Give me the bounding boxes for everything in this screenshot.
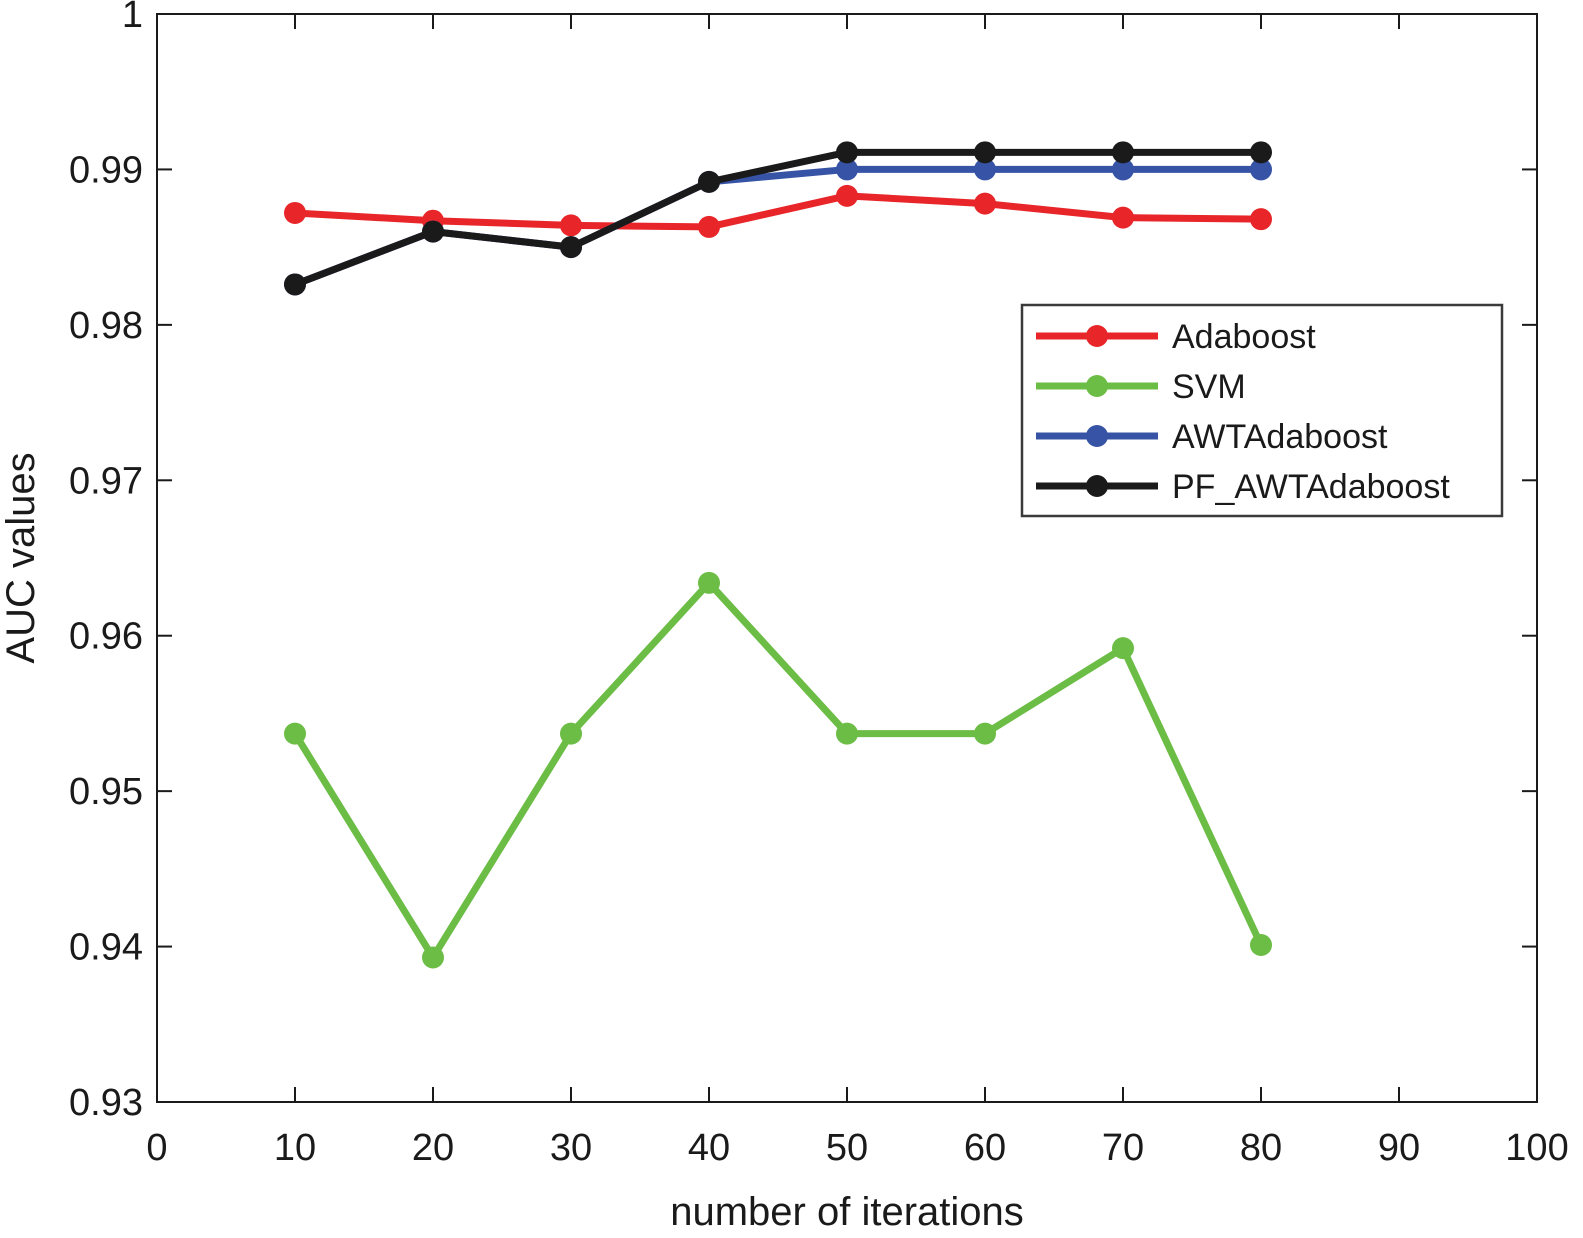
y-tick-labels: 0.93 0.94 0.95 0.96 0.97 0.98 0.99 1: [69, 0, 143, 1124]
y-tick-label: 0.93: [69, 1082, 143, 1124]
data-point-svm: [698, 571, 720, 594]
data-point-pf-awtadaboost: [1112, 141, 1134, 164]
y-tick-label: 0.94: [69, 927, 143, 969]
x-tick-label: 90: [1378, 1127, 1420, 1169]
y-tick-label: 0.98: [69, 305, 143, 347]
x-tick-label: 20: [412, 1127, 454, 1169]
plot-frame: [156, 13, 1538, 1103]
data-point-svm: [1250, 934, 1272, 957]
legend-swatch-marker: [1086, 375, 1108, 397]
data-point-awtadaboost: [1112, 158, 1134, 181]
series-svm: [284, 571, 1272, 969]
data-point-awtadaboost: [974, 158, 996, 181]
data-point-svm: [836, 722, 858, 745]
legend-swatch-marker: [1086, 425, 1108, 447]
x-tick-label: 40: [688, 1127, 730, 1169]
data-point-adaboost: [974, 192, 996, 215]
data-point-pf-awtadaboost: [698, 170, 720, 193]
series-pf-awtadaboost: [284, 141, 1272, 296]
y-tick-label: 1: [122, 0, 143, 36]
legend-label: Adaboost: [1172, 318, 1316, 356]
x-tick-labels: 0 10 20 30 40 50 60 70 80 90 100: [146, 1127, 1568, 1169]
y-tick-label: 0.99: [69, 149, 143, 191]
data-point-pf-awtadaboost: [422, 220, 444, 243]
x-tick-label: 0: [146, 1127, 167, 1169]
legend-item-awtadaboost: AWTAdaboost: [1036, 418, 1388, 456]
x-tick-label: 100: [1505, 1127, 1568, 1169]
data-point-pf-awtadaboost: [974, 141, 996, 164]
data-point-adaboost: [1250, 208, 1272, 231]
data-point-pf-awtadaboost: [560, 236, 582, 259]
legend-label: SVM: [1172, 368, 1246, 406]
y-tick-label: 0.96: [69, 616, 143, 658]
data-point-svm: [974, 722, 996, 745]
data-point-svm: [284, 722, 306, 745]
data-point-svm: [1112, 637, 1134, 660]
x-tick-label: 60: [964, 1127, 1006, 1169]
legend: Adaboost SVM AWTAdaboost PF_AWTAdaboost: [1020, 303, 1504, 518]
series-layer: [284, 141, 1272, 969]
data-point-pf-awtadaboost: [1250, 141, 1272, 164]
data-point-pf-awtadaboost: [284, 273, 306, 296]
x-tick-label: 80: [1240, 1127, 1282, 1169]
data-point-adaboost: [560, 214, 582, 237]
x-tick-label: 70: [1102, 1127, 1144, 1169]
legend-item-svm: SVM: [1036, 368, 1246, 406]
x-tick-label: 10: [274, 1127, 316, 1169]
data-point-svm: [560, 722, 582, 745]
data-point-awtadaboost: [836, 158, 858, 181]
legend-swatch-marker: [1086, 475, 1108, 497]
data-point-adaboost: [284, 201, 306, 224]
legend-item-adaboost: Adaboost: [1036, 318, 1316, 356]
y-axis-label: AUC values: [0, 452, 43, 663]
legend-label: AWTAdaboost: [1172, 418, 1388, 456]
y-tick-label: 0.97: [69, 460, 143, 502]
data-point-adaboost: [1112, 206, 1134, 229]
series-line-svm: [292, 579, 1265, 961]
legend-swatch-marker: [1086, 325, 1108, 347]
series-line-adaboost: [294, 192, 1262, 231]
y-tick-label: 0.95: [69, 771, 143, 813]
x-axis-label: number of iterations: [670, 1190, 1024, 1234]
data-point-adaboost: [836, 184, 858, 207]
x-tick-label: 30: [550, 1127, 592, 1169]
data-point-pf-awtadaboost: [836, 141, 858, 164]
data-point-awtadaboost: [1250, 158, 1272, 181]
legend-item-pf-awtadaboost: PF_AWTAdaboost: [1036, 468, 1450, 506]
data-point-adaboost: [698, 215, 720, 238]
series-line-pf-awtadaboost: [293, 148, 1261, 288]
x-tick-label: 50: [826, 1127, 868, 1169]
data-point-svm: [422, 946, 444, 969]
legend-label: PF_AWTAdaboost: [1172, 468, 1450, 506]
